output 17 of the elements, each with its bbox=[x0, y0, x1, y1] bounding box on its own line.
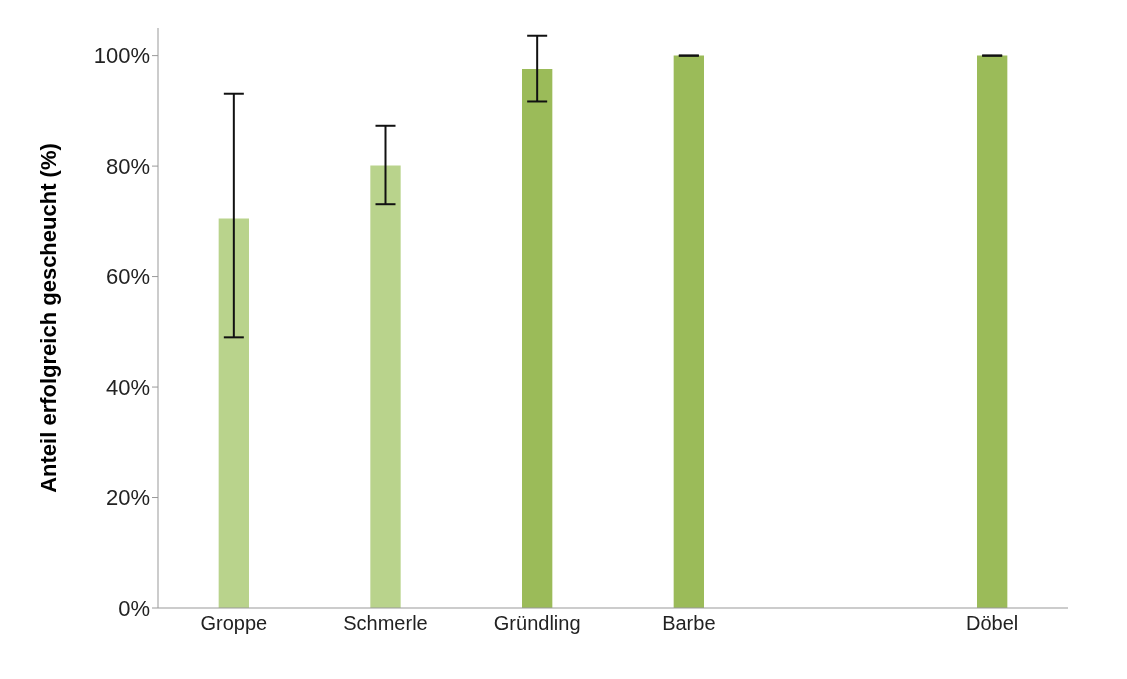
y-tick-label: 40% bbox=[105, 374, 150, 400]
y-tick-label: 60% bbox=[105, 264, 150, 290]
y-tick-label: 0% bbox=[118, 595, 150, 621]
x-tick-label: Schmerle bbox=[343, 612, 428, 635]
bar bbox=[370, 165, 401, 608]
bar bbox=[673, 55, 704, 608]
x-tick-label: Gründling bbox=[493, 612, 581, 635]
x-tick-label: Groppe bbox=[200, 612, 268, 635]
bar bbox=[218, 218, 249, 608]
x-tick-label: Barbe bbox=[662, 612, 716, 635]
bar bbox=[977, 55, 1008, 608]
y-tick-label: 80% bbox=[105, 153, 150, 179]
y-tick-label: 20% bbox=[105, 485, 150, 511]
x-tick-label: Döbel bbox=[966, 612, 1019, 635]
y-axis-title: Anteil erfolgreich gescheucht (%) bbox=[35, 143, 61, 493]
y-tick-label: 100% bbox=[93, 43, 150, 69]
bar bbox=[522, 68, 553, 608]
